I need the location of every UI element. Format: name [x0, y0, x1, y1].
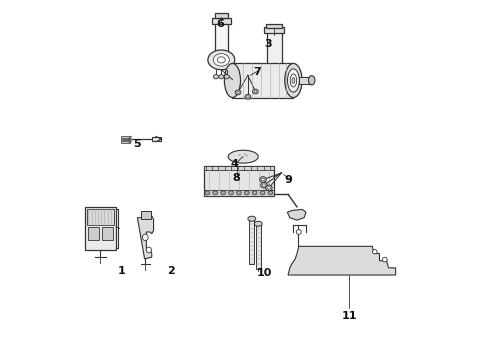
Ellipse shape	[268, 187, 270, 189]
Ellipse shape	[239, 154, 241, 156]
Polygon shape	[128, 137, 161, 141]
Ellipse shape	[254, 90, 257, 93]
Polygon shape	[288, 246, 395, 275]
Ellipse shape	[224, 63, 241, 98]
Text: 2: 2	[168, 266, 175, 276]
Bar	[212, 18, 231, 24]
Ellipse shape	[296, 230, 301, 234]
Ellipse shape	[244, 153, 246, 155]
Ellipse shape	[252, 89, 258, 94]
Ellipse shape	[309, 76, 315, 85]
Text: 9: 9	[284, 175, 292, 185]
Ellipse shape	[261, 182, 267, 188]
Bar	[267, 31, 282, 67]
Bar	[122, 136, 130, 138]
Ellipse shape	[237, 191, 241, 195]
Bar	[204, 166, 274, 196]
Polygon shape	[228, 150, 258, 163]
Bar	[232, 63, 294, 98]
Ellipse shape	[285, 63, 302, 98]
Ellipse shape	[208, 50, 235, 70]
Ellipse shape	[224, 75, 229, 79]
Bar	[141, 211, 151, 219]
Ellipse shape	[243, 157, 244, 158]
Ellipse shape	[254, 221, 262, 226]
Ellipse shape	[292, 78, 295, 84]
Text: 10: 10	[257, 268, 272, 278]
Ellipse shape	[263, 184, 266, 186]
Bar	[204, 166, 274, 170]
Ellipse shape	[147, 247, 151, 253]
Ellipse shape	[252, 191, 257, 195]
Bar	[122, 141, 130, 143]
Ellipse shape	[214, 75, 219, 79]
Ellipse shape	[229, 191, 233, 195]
Bar	[249, 218, 254, 264]
Bar	[204, 190, 274, 196]
Text: 5: 5	[134, 139, 141, 149]
Bar	[88, 226, 99, 240]
Ellipse shape	[129, 141, 131, 143]
Ellipse shape	[219, 75, 224, 79]
Ellipse shape	[129, 136, 131, 138]
Text: 3: 3	[265, 39, 272, 49]
Bar	[264, 27, 284, 33]
Ellipse shape	[260, 191, 265, 195]
Ellipse shape	[221, 191, 225, 195]
Ellipse shape	[213, 54, 229, 66]
Bar	[87, 209, 114, 225]
Text: 1: 1	[118, 266, 125, 276]
Ellipse shape	[237, 91, 239, 94]
Ellipse shape	[260, 177, 266, 183]
Ellipse shape	[245, 94, 251, 99]
Text: 7: 7	[254, 67, 262, 77]
Ellipse shape	[248, 216, 256, 221]
Bar	[85, 207, 116, 250]
Text: 8: 8	[232, 173, 240, 183]
Bar	[215, 13, 228, 18]
Bar	[215, 22, 228, 53]
Ellipse shape	[235, 90, 241, 95]
Ellipse shape	[262, 178, 265, 181]
Ellipse shape	[290, 74, 296, 87]
Ellipse shape	[266, 185, 272, 191]
Bar	[101, 226, 113, 240]
Bar	[256, 222, 261, 269]
Ellipse shape	[205, 191, 210, 195]
Polygon shape	[137, 216, 153, 259]
Ellipse shape	[218, 57, 225, 63]
Ellipse shape	[245, 191, 249, 195]
Bar	[299, 77, 311, 84]
Bar	[122, 139, 130, 140]
Ellipse shape	[372, 249, 377, 254]
Ellipse shape	[383, 257, 387, 262]
Text: 4: 4	[230, 159, 238, 169]
Ellipse shape	[288, 69, 299, 92]
Ellipse shape	[143, 234, 148, 240]
Ellipse shape	[268, 191, 273, 195]
Bar	[266, 24, 282, 28]
Ellipse shape	[246, 96, 249, 98]
Ellipse shape	[213, 191, 218, 195]
Text: 11: 11	[341, 311, 357, 321]
Text: 6: 6	[216, 19, 224, 29]
Ellipse shape	[246, 155, 247, 156]
Ellipse shape	[129, 139, 131, 140]
Polygon shape	[287, 210, 306, 220]
